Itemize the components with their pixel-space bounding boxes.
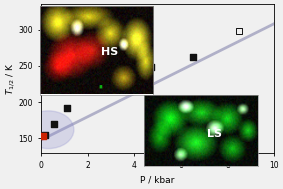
Point [41,135,46,138]
Point [65,106,69,109]
Point [190,56,195,59]
Text: HS: HS [101,47,118,57]
X-axis label: P / kbar: P / kbar [140,176,175,185]
Y-axis label: $T_{1/2}$ / K: $T_{1/2}$ / K [4,62,17,95]
Point [111,66,116,69]
Ellipse shape [23,111,74,149]
Point [85,86,90,89]
Point [237,29,241,33]
Text: LS: LS [207,129,222,139]
Point [52,122,56,125]
Point [42,133,47,136]
Point [148,66,153,69]
